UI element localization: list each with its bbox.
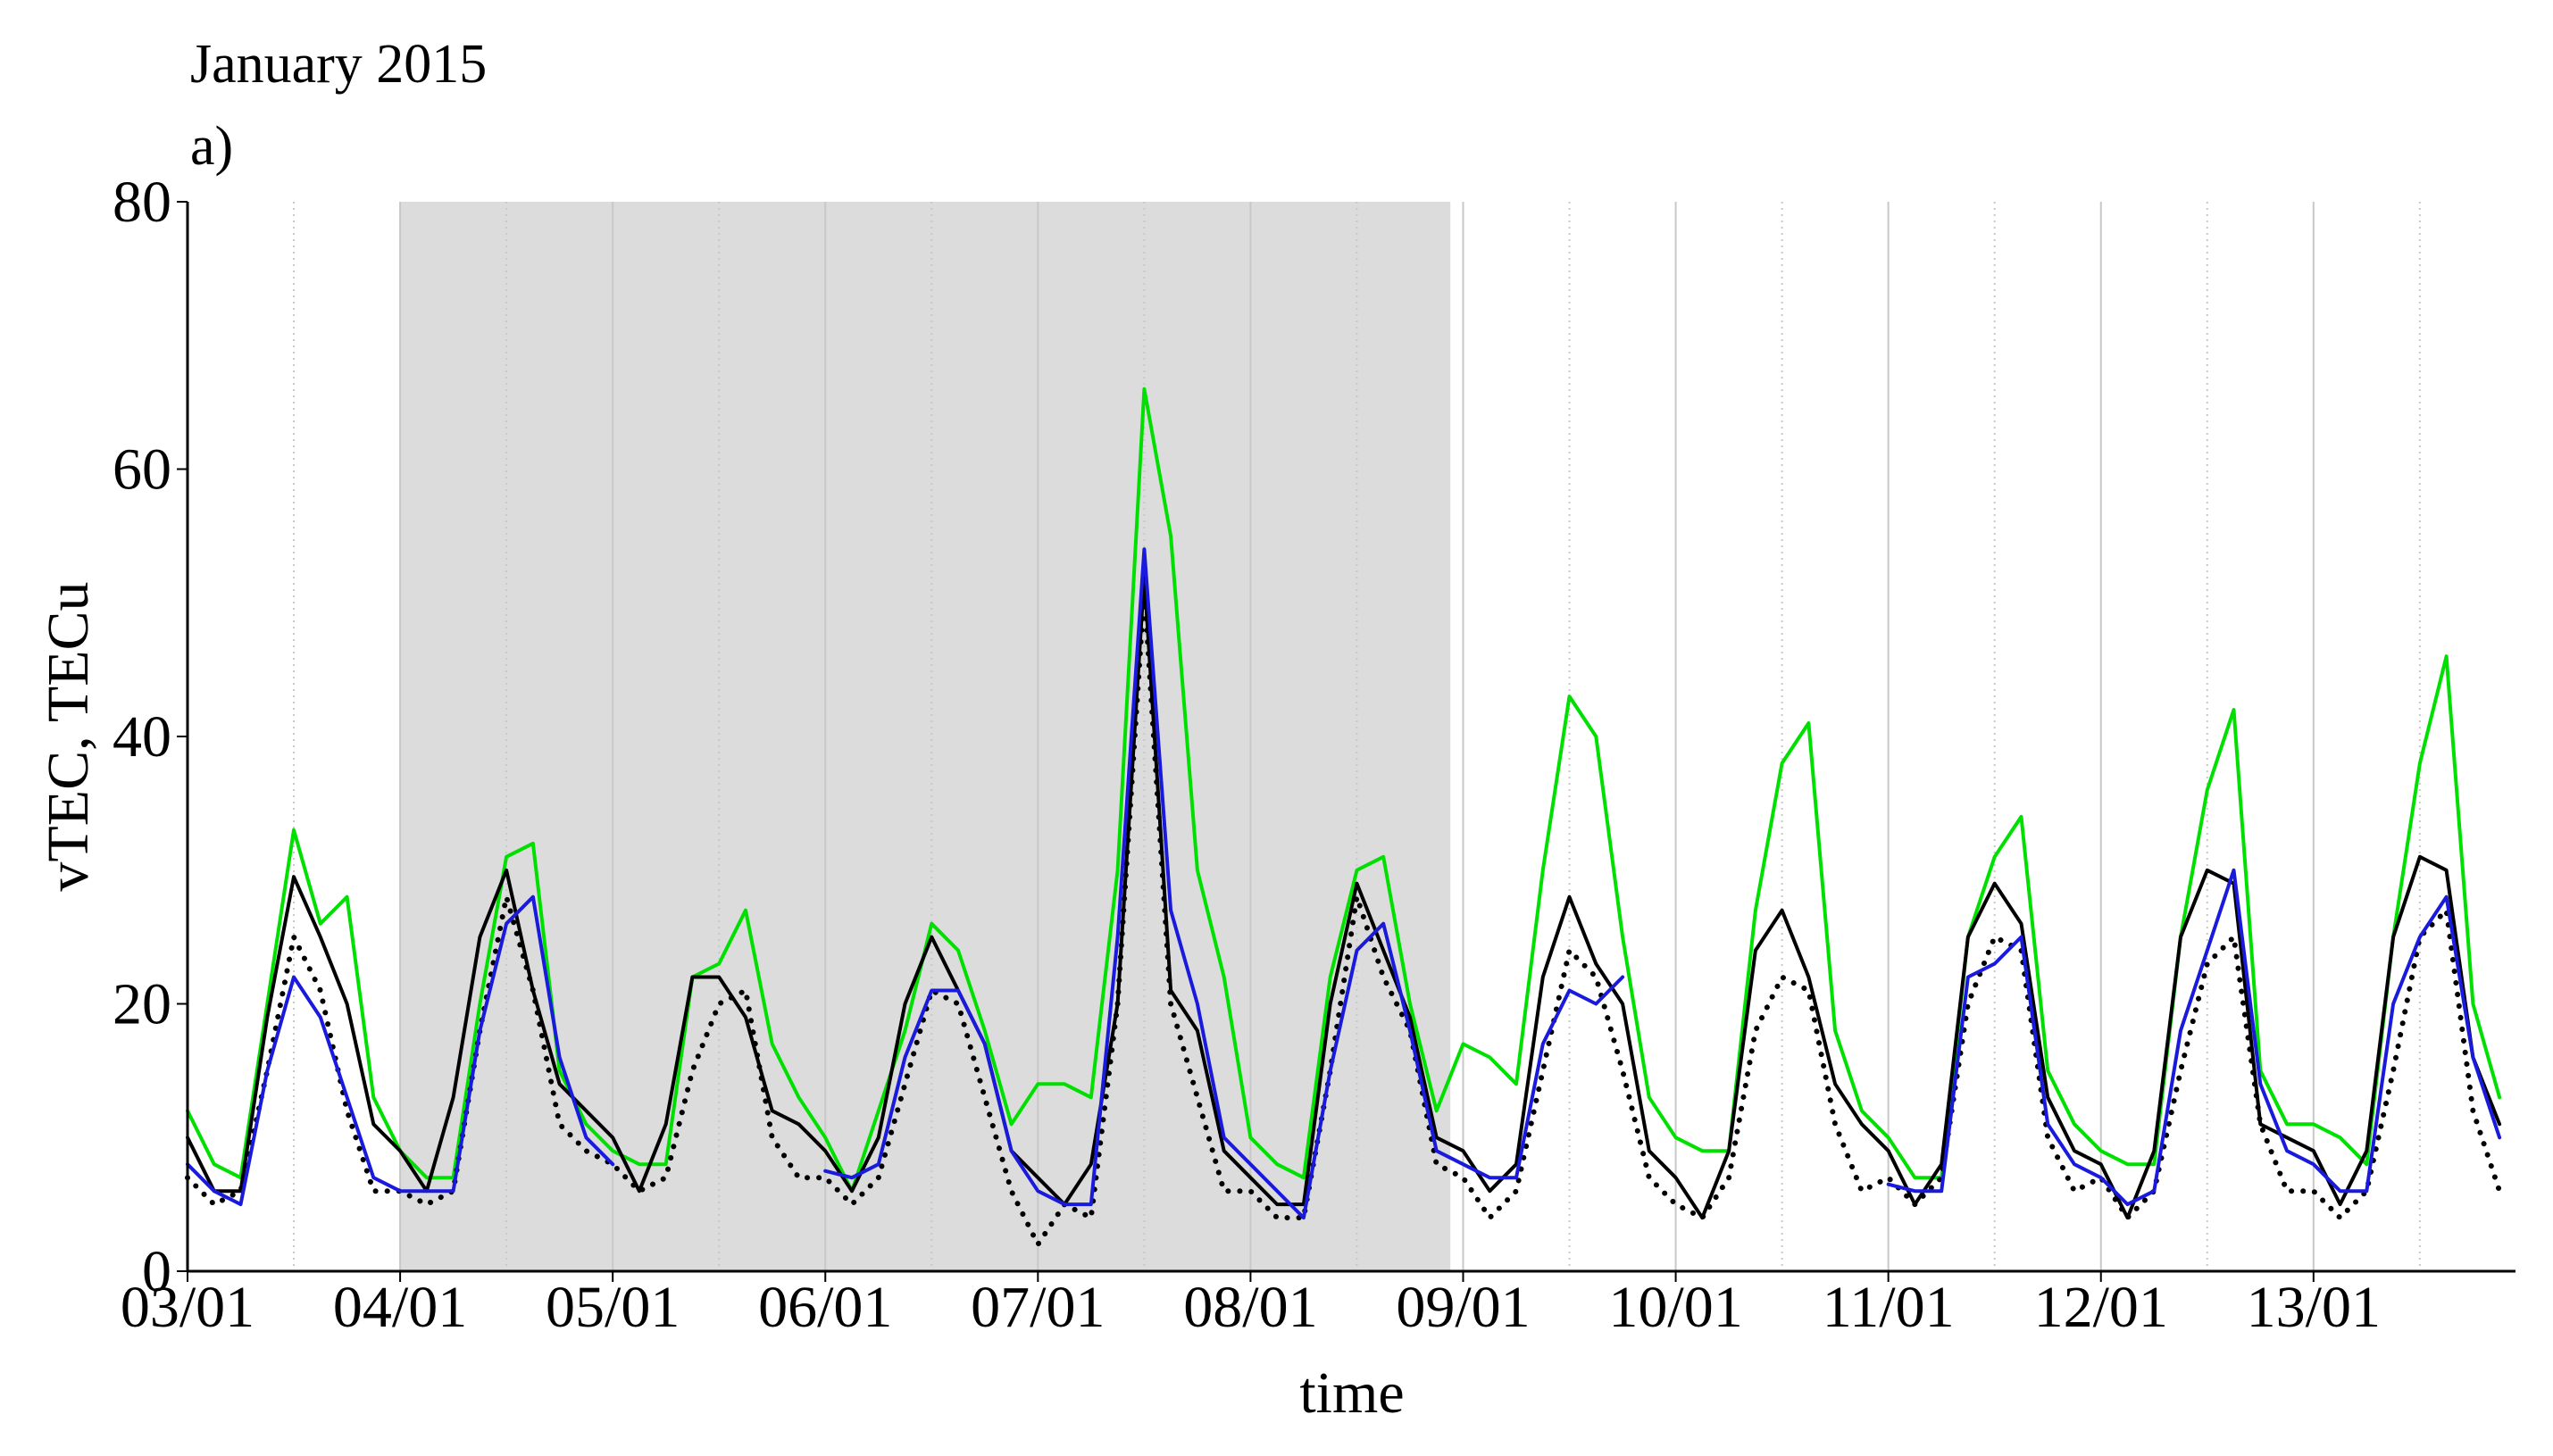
y-tick-label: 20	[113, 972, 171, 1037]
chart-title: January 2015	[190, 34, 487, 95]
x-tick-label: 07/01	[971, 1275, 1105, 1340]
y-tick-label: 0	[142, 1239, 171, 1304]
series-line	[185, 587, 2503, 1247]
y-axis-label: vTEC, TECu	[36, 581, 101, 891]
x-tick-label: 05/01	[546, 1275, 680, 1340]
x-tick-label: 13/01	[2247, 1275, 2381, 1340]
chart-subtitle: a)	[190, 116, 233, 177]
x-tick-label: 03/01	[121, 1275, 254, 1340]
x-axis-label: time	[1299, 1360, 1404, 1426]
highlight-band	[400, 202, 1451, 1271]
x-tick-label: 06/01	[758, 1275, 892, 1340]
x-tick-label: 04/01	[333, 1275, 467, 1340]
y-tick-label: 60	[113, 437, 171, 503]
series-line	[186, 547, 2502, 1220]
y-tick-label: 40	[113, 704, 171, 770]
x-tick-label: 08/01	[1183, 1275, 1317, 1340]
x-tick-label: 12/01	[2034, 1275, 2168, 1340]
x-tick-label: 11/01	[1823, 1275, 1955, 1340]
x-tick-label: 10/01	[1608, 1275, 1742, 1340]
x-tick-label: 09/01	[1396, 1275, 1530, 1340]
y-tick-label: 80	[113, 170, 171, 235]
